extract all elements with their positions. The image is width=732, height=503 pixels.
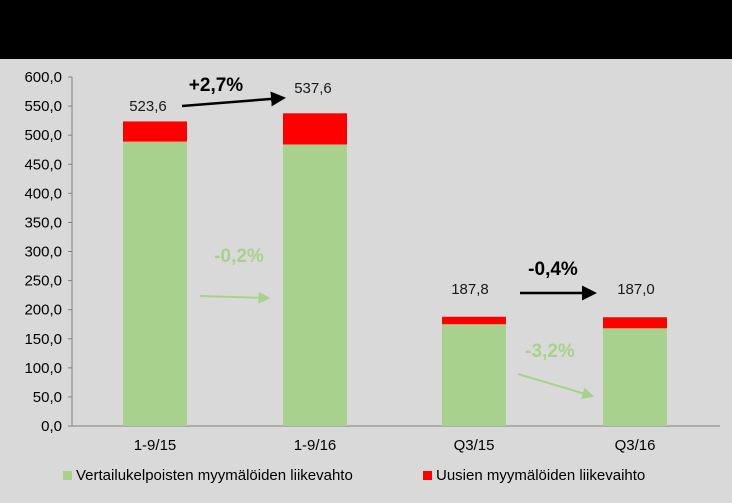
y-tick-label: 300,0 — [24, 244, 62, 261]
bar-new-2[interactable] — [442, 316, 506, 325]
bar-new-0[interactable] — [123, 121, 187, 142]
legend-swatch-comparable — [63, 471, 72, 480]
chart-panel — [0, 59, 732, 503]
y-tick-label: 150,0 — [24, 331, 62, 348]
bar-new-1[interactable] — [283, 113, 347, 145]
change-arrow — [181, 91, 286, 108]
bar-new-3[interactable] — [603, 317, 667, 329]
total-label: 187,8 — [451, 281, 489, 298]
y-tick-label: 0,0 — [41, 418, 62, 435]
total-label: 523,6 — [129, 98, 167, 115]
change-annotation: -0,2% — [214, 246, 264, 267]
y-tick-label: 450,0 — [24, 156, 62, 173]
y-tick-label: 550,0 — [24, 98, 62, 115]
change-arrow — [199, 291, 271, 304]
y-tick-label: 250,0 — [24, 273, 62, 290]
y-tick-label: 200,0 — [24, 302, 62, 319]
bar-comparable-3[interactable] — [603, 328, 667, 426]
y-tick-label: 100,0 — [24, 360, 62, 377]
bar-comparable-2[interactable] — [442, 324, 506, 426]
change-annotation: -0,4% — [528, 259, 578, 280]
y-tick-label: 600,0 — [24, 69, 62, 86]
legend-label-new: Uusien myymälöiden liikevaihto — [436, 467, 645, 484]
change-annotation: -3,2% — [525, 341, 575, 362]
y-tick-label: 400,0 — [24, 185, 62, 202]
total-label: 187,0 — [617, 281, 655, 298]
x-tick-label: Q3/16 — [615, 437, 656, 454]
y-tick-label: 350,0 — [24, 214, 62, 231]
x-tick-label: Q3/15 — [454, 437, 495, 454]
legend-label-comparable: Vertailukelpoisten myymälöiden liikevaht… — [76, 467, 353, 484]
legend-swatch-new — [423, 471, 432, 480]
change-annotation: +2,7% — [189, 75, 244, 96]
bar-comparable-0[interactable] — [123, 141, 187, 426]
y-tick-label: 500,0 — [24, 127, 62, 144]
total-label: 537,6 — [294, 80, 332, 97]
change-arrow — [517, 373, 595, 400]
x-tick-label: 1-9/16 — [294, 437, 337, 454]
x-tick-label: 1-9/15 — [134, 437, 177, 454]
bar-comparable-1[interactable] — [283, 144, 347, 426]
y-tick-label: 50,0 — [33, 389, 62, 406]
